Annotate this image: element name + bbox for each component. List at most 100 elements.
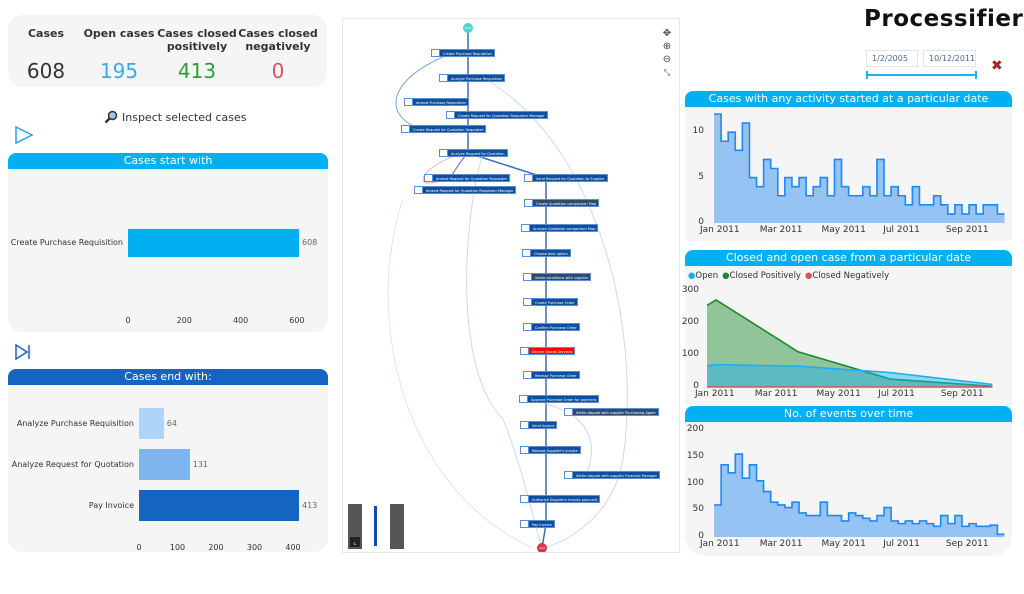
node-label: Release Purchase Order [535,374,577,378]
kpi-open-label: Open cases [83,27,155,40]
minimap-toggle-icon[interactable]: ⌞ [350,537,360,547]
process-node[interactable]: Release Supplier's Invoice [520,446,581,454]
node-label: Analyze Request for Quotation [451,152,505,156]
process-node[interactable]: Create Request for Quotation Requester [401,125,487,133]
x-tick: May 2011 [821,225,866,235]
node-count-box [519,395,528,403]
play-icon[interactable] [14,125,34,145]
bar[interactable] [139,449,190,480]
node-count-box [524,174,533,182]
process-node[interactable]: Amend Request for Quotation Requester Ma… [414,186,517,194]
node-label: Settle dispute with supplier Financial M… [576,474,657,478]
x-tick: Sep 2011 [940,389,984,399]
node-count-box [564,471,573,479]
process-node[interactable]: Send Invoice [520,421,558,429]
node-count-box [520,495,529,503]
y-tick: 200 [686,424,704,434]
x-tick: 0 [136,543,142,552]
bar[interactable] [139,408,164,439]
process-node[interactable]: Settle dispute with supplier Purchasing … [564,408,659,416]
skip-to-end-icon[interactable] [14,343,32,361]
process-node[interactable]: Pay Invoice [520,520,555,528]
slider-handle-start[interactable] [866,71,868,79]
process-node[interactable]: Amend Purchase Requisition [404,98,469,106]
node-count-box [520,421,529,429]
legend-closed-negatively[interactable]: ●Closed Negatively [804,271,890,281]
process-node[interactable]: Analyze Request for Quotation [439,149,508,157]
process-node[interactable]: Create Request for Quotation Requester M… [446,111,548,119]
process-node[interactable]: Authorize Supplier's Invoice payment [520,495,601,503]
process-node[interactable]: Deliver Goods Services [520,347,576,355]
legend-open[interactable]: ●Open [688,271,719,281]
node-label: Create Request for Quotation Requester M… [458,114,545,118]
process-end-node[interactable]: end [537,543,547,552]
x-tick: Jul 2011 [878,389,915,399]
y-tick: 300 [681,285,699,295]
fit-icon[interactable]: ⤡ [663,68,671,77]
pan-icon[interactable]: ✥ [662,28,672,39]
y-tick: 5 [698,171,704,182]
process-edge[interactable] [482,77,628,549]
process-node[interactable]: Release Purchase Order [523,371,580,379]
process-node[interactable]: Analyze Purchase Requisition [439,74,506,82]
process-edge[interactable] [395,52,454,130]
node-label: Create Purchase Order [535,301,575,305]
open-closed-header: Closed and open case from a particular d… [685,250,1012,266]
node-count-box [522,249,531,257]
logo: Processifier [864,6,1024,32]
node-count-box [424,174,433,182]
bar-value: 413 [302,500,318,510]
inspect-cases-button[interactable]: Inspect selected cases [104,110,247,124]
node-label: Pay Invoice [532,523,552,527]
process-map[interactable]: Create Purchase Requisition Analyze Purch… [342,18,680,553]
bar[interactable] [128,229,299,257]
zoom-out-icon[interactable]: ⊖ [662,54,672,65]
process-node[interactable]: Choose best option [522,249,571,257]
y-tick: 0 [698,531,704,541]
process-node[interactable]: Settle dispute with supplier Financial M… [564,471,660,479]
slider-handle-end[interactable] [975,71,977,79]
kpi-pos-label: Cases closed positively [157,27,237,53]
process-start-node[interactable]: start [463,23,473,33]
process-node[interactable]: Amend Request for Quotation Requester [424,174,511,182]
date-to-input[interactable]: 10/12/2011 [923,50,976,67]
process-edge[interactable] [387,198,534,549]
x-tick: 200 [176,316,192,325]
process-node[interactable]: Analyze Quotation comparison Map [521,224,599,232]
cases-end-header: Cases end with: [8,369,328,385]
date-slider[interactable] [866,71,977,79]
legend: ●Open ●Closed Positively ●Closed Negativ… [688,271,889,281]
node-label: Settle dispute with supplier Purchasing … [576,411,656,415]
bar[interactable] [139,490,299,521]
process-edge[interactable] [545,403,592,476]
process-node[interactable]: Create Quotation comparison Map [524,199,600,207]
events-header: No. of events over time [685,406,1012,422]
zoom-in-icon[interactable]: ⊕ [662,41,672,52]
kpi-cases-value: 608 [26,59,66,83]
kpi-cases-label: Cases [27,27,65,40]
node-count-box [404,98,413,106]
x-tick: Jan 2011 [695,389,735,399]
y-tick: 100 [686,477,704,488]
process-node[interactable]: Create Purchase Requisition [431,49,496,57]
node-label: Amend Request for Quotation Requester Ma… [426,189,514,193]
activity-chart-panel [685,91,1012,241]
node-label: Authorize Supplier's Invoice payment [532,498,598,502]
date-from-input[interactable]: 1/2/2005 [866,50,918,67]
node-count-box [414,186,423,194]
x-tick: Sep 2011 [945,539,989,549]
process-node[interactable]: Approve Purchase Order for payment [519,395,600,403]
node-label: Approve Purchase Order for payment [531,398,597,402]
clear-filter-icon[interactable]: ✖ [991,58,1003,74]
bar-label: Pay Invoice [88,500,134,510]
process-node[interactable]: Create Purchase Order [523,298,578,306]
process-node[interactable]: Settle conditions with supplier [523,273,592,281]
x-tick: May 2011 [821,539,866,549]
process-edge[interactable] [466,152,543,549]
node-label: Deliver Goods Services [532,350,573,354]
process-node[interactable]: Confirm Purchase Order [523,323,580,331]
minimap[interactable]: ⌞ [348,504,404,549]
process-node[interactable]: Send Request for Quotation to Supplier [524,174,608,182]
legend-closed-positively[interactable]: ●Closed Positively [722,271,801,281]
y-tick: 200 [681,317,699,327]
